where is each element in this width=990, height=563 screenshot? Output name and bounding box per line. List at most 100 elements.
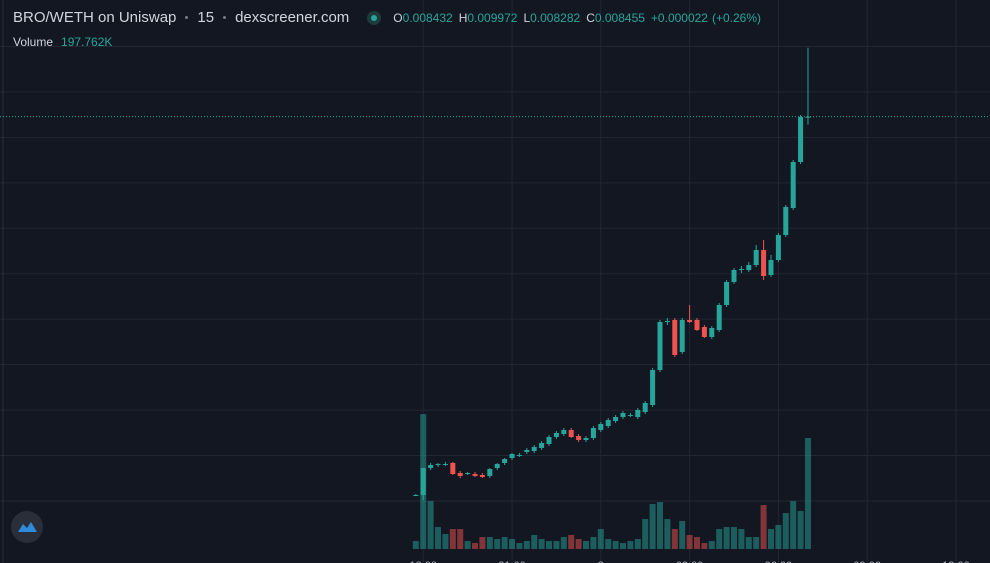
- volume-bar: [501, 537, 508, 549]
- interval[interactable]: 15: [197, 9, 215, 26]
- volume-bar: [642, 519, 649, 549]
- volume-bar: [590, 537, 597, 549]
- pair: BRO/WETH on Uniswap: [13, 9, 177, 26]
- volume-bar: [457, 529, 464, 549]
- candle-body: [672, 320, 678, 355]
- volume-bar: [486, 537, 493, 549]
- ohlc-value: 0.008455: [594, 10, 645, 25]
- volume-bar: [479, 537, 486, 549]
- volume-bar: [523, 541, 530, 549]
- candle-body: [746, 265, 752, 270]
- candle-body: [502, 459, 508, 463]
- volume-bar: [686, 535, 693, 549]
- x-tick-label: 09:00: [853, 560, 881, 563]
- candle-body: [694, 320, 700, 330]
- candle-body: [465, 473, 471, 474]
- volume-bar: [575, 539, 582, 549]
- candle-body: [598, 424, 604, 430]
- candle-body: [442, 464, 448, 465]
- volume-bar: [649, 504, 656, 549]
- candle-body: [709, 328, 715, 337]
- candle-body: [561, 430, 567, 434]
- candle-body: [420, 468, 426, 495]
- volume-bar: [775, 525, 782, 549]
- volume-bar: [671, 529, 678, 549]
- candle-body: [553, 433, 559, 437]
- volume-bar: [753, 537, 760, 549]
- volume-bar: [597, 529, 604, 549]
- ohlc-value: 0.009972: [467, 10, 518, 25]
- candle-body: [642, 403, 648, 412]
- candle-body: [783, 207, 789, 235]
- separator: [223, 16, 227, 19]
- candle-body: [635, 410, 641, 417]
- volume-bar: [760, 505, 767, 549]
- volume-bar: [553, 541, 560, 549]
- candle-body: [494, 464, 500, 468]
- candle-body: [724, 282, 730, 305]
- candle-body: [539, 443, 545, 448]
- volume-bar: [412, 541, 419, 549]
- x-tick-label: 12:00: [942, 560, 970, 563]
- separator: [185, 16, 189, 19]
- candle-body: [516, 455, 522, 456]
- candle-body: [805, 116, 811, 118]
- candle-body: [568, 430, 574, 437]
- volume-bar: [464, 541, 471, 549]
- candle-body: [761, 250, 767, 276]
- source: dexscreener.com: [235, 9, 350, 26]
- volume-bar: [442, 534, 449, 549]
- volume-bar: [509, 539, 516, 549]
- x-tick-label: 06:00: [765, 560, 793, 563]
- volume-bar: [634, 539, 641, 549]
- logo-shape: [18, 522, 37, 532]
- candle-body: [590, 428, 596, 438]
- volume-bar: [620, 543, 627, 549]
- volume-bar: [804, 438, 811, 549]
- x-tick-label: 03:00: [676, 560, 704, 563]
- candle-body: [479, 475, 485, 477]
- volume-bar: [738, 529, 745, 549]
- candle-body: [583, 438, 589, 440]
- header: BRO/WETH on Uniswap 15 dexscreener.com O…: [13, 9, 761, 26]
- candle-body: [701, 327, 707, 337]
- candle-body: [620, 413, 626, 417]
- candle-body: [687, 320, 693, 322]
- ohlc-key: L: [523, 10, 531, 25]
- candle-body: [650, 370, 656, 405]
- volume-bar: [664, 519, 671, 549]
- candle-body: [531, 447, 537, 451]
- volume-bar: [583, 541, 590, 549]
- volume-bar: [612, 541, 619, 549]
- ohlc-value: 0.008282: [530, 10, 581, 25]
- volume-bar: [605, 539, 612, 549]
- volume-bar: [730, 527, 737, 549]
- live-indicator: [367, 10, 382, 25]
- volume-bar: [716, 529, 723, 549]
- volume-bar: [693, 537, 700, 549]
- candle-body: [790, 162, 796, 208]
- candle-body: [627, 415, 633, 416]
- candle-body: [576, 436, 582, 440]
- x-tick-label: 3: [598, 560, 604, 563]
- volume-legend: Volume 197.762K: [13, 35, 112, 49]
- candle-body: [768, 260, 774, 275]
- volume-bar: [782, 513, 789, 549]
- ohlc-key: H: [458, 10, 468, 25]
- volume-label: Volume: [13, 35, 54, 49]
- change: +0.000022: [650, 10, 708, 25]
- candle-body: [738, 269, 744, 270]
- candle-body: [679, 320, 685, 352]
- candle-body: [731, 270, 737, 282]
- volume-bar: [701, 543, 708, 549]
- volume-bar: [790, 501, 797, 549]
- logo-icon: [18, 522, 37, 532]
- candle-body: [664, 321, 670, 322]
- candle-body: [613, 417, 619, 421]
- ohlc-key: C: [586, 10, 595, 25]
- logo[interactable]: [11, 511, 43, 543]
- candle-body: [413, 495, 419, 496]
- volume-bar: [538, 539, 545, 549]
- volume-bar: [427, 501, 434, 549]
- volume-bar: [657, 502, 663, 549]
